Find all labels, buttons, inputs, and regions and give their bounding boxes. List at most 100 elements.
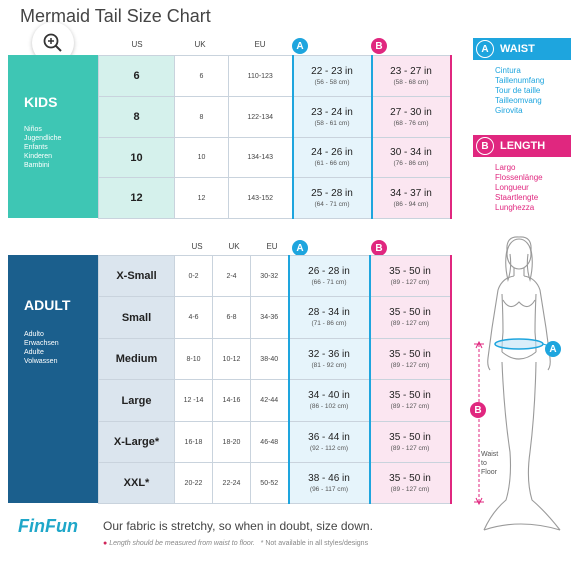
figure-waist-to-floor-note: Waist to Floor <box>481 451 499 476</box>
finfun-logo: FinFun <box>18 516 78 536</box>
adult-translation: Adulto <box>24 331 44 338</box>
table-row: Medium 8-10 10-12 38-40 32 - 36 in (81 - … <box>98 338 452 380</box>
kids-header-b-badge: B <box>371 38 387 54</box>
length-legend-badge: B <box>476 137 494 155</box>
waist-translation: Cintura <box>495 66 521 75</box>
adult-waist-cell: 36 - 44 in (92 - 112 cm) <box>287 421 371 463</box>
footer-measure-note: Length should be measured from waist to … <box>109 540 255 547</box>
kids-uk-size: 12 <box>174 177 229 219</box>
table-row: Small 4-6 6-8 34-36 28 - 34 in (71 - 86 c… <box>98 296 452 339</box>
adult-length-cell: 35 - 50 in (89 - 127 cm) <box>368 255 452 297</box>
bullet-icon: ● <box>103 540 108 547</box>
kids-eu-size: 122-134 <box>228 96 293 138</box>
kids-eu-size: 110-123 <box>228 55 293 97</box>
kids-waist-cell: 24 - 26 in (61 - 66 cm) <box>291 137 373 178</box>
kids-length-cell: 23 - 27 in (58 - 68 cm) <box>370 55 452 97</box>
length-cm: (68 - 76 cm) <box>393 119 429 127</box>
kids-translation: Kinderen <box>24 153 53 160</box>
table-row: X-Large* 16-18 18-20 46-48 36 - 44 in (92… <box>98 421 452 463</box>
adult-waist-cell: 34 - 40 in (86 - 102 cm) <box>287 379 371 422</box>
kids-uk-size: 8 <box>174 96 229 138</box>
waist-translations: Cintura Taillenumfang Tour de taille Tai… <box>495 66 544 116</box>
footer-availability-note: * Not available in all styles/designs <box>260 540 369 547</box>
length-inches: 23 - 27 in <box>390 65 432 77</box>
adult-length-cell: 35 - 50 in (89 - 127 cm) <box>368 379 452 422</box>
waist-legend-label: WAIST <box>500 43 535 55</box>
length-cm: (76 - 86 cm) <box>393 160 429 167</box>
length-inches: 35 - 50 in <box>389 431 431 443</box>
adult-us-size: 12 -14 <box>174 379 213 422</box>
length-legend-box: B LENGTH <box>473 135 571 157</box>
figure-length-marker: B <box>470 402 486 418</box>
adult-uk-size: 18-20 <box>212 421 251 463</box>
adult-length-cell: 35 - 50 in (89 - 127 cm) <box>368 462 452 504</box>
length-cm: (89 - 127 cm) <box>390 403 430 410</box>
length-cm: (86 - 94 cm) <box>393 200 429 208</box>
length-inches: 35 - 50 in <box>389 472 431 484</box>
adult-us-size: 20-22 <box>174 462 213 504</box>
adult-eu-size: 38-40 <box>250 338 289 380</box>
adult-header-b-badge: B <box>371 240 387 256</box>
kids-translations: Niños Jugendliche Enfants Kinderen Bambi… <box>24 125 61 170</box>
adult-size-name: X-Large* <box>98 421 175 463</box>
kids-translation: Jugendliche <box>24 135 62 142</box>
length-translation: Lunghezza <box>495 203 535 212</box>
adult-header-uk: UK <box>228 242 240 251</box>
adult-uk-size: 2-4 <box>212 255 251 297</box>
kids-waist-cell: 22 - 23 in (56 - 58 cm) <box>291 55 373 97</box>
waist-translation: Taillenumfang <box>495 76 545 85</box>
table-row: Large 12 -14 14-16 42-44 34 - 40 in (86 -… <box>98 379 452 422</box>
waist-inches: 36 - 44 in <box>308 431 350 443</box>
kids-translation: Niños <box>24 126 42 133</box>
adult-translations: Adulto Erwachsen Adulte Volwassen <box>24 330 59 366</box>
length-cm: (89 - 127 cm) <box>390 485 430 493</box>
adult-waist-cell: 38 - 46 in (96 - 117 cm) <box>287 462 371 504</box>
length-cm: (58 - 68 cm) <box>393 78 429 86</box>
length-legend-label: LENGTH <box>500 140 546 152</box>
kids-eu-size: 134-143 <box>228 137 293 178</box>
adult-translation: Erwachsen <box>24 340 59 347</box>
length-translations: Largo Flossenlänge Longueur Staartlengte… <box>495 163 543 213</box>
waist-legend-badge: A <box>476 40 494 58</box>
figure-waist-marker: A <box>545 341 561 357</box>
kids-waist-cell: 23 - 24 in (58 - 61 cm) <box>291 96 373 138</box>
length-translation: Largo <box>495 163 516 172</box>
waist-inches: 22 - 23 in <box>311 65 353 77</box>
waist-cm: (86 - 102 cm) <box>309 403 349 410</box>
kids-uk-size: 10 <box>174 137 229 178</box>
waist-cm: (92 - 112 cm) <box>309 444 349 452</box>
kids-section-title: KIDS <box>24 94 58 110</box>
adult-size-table: X-Small 0-2 2-4 30-32 26 - 28 in (66 - 71… <box>98 255 452 504</box>
table-row: 10 10 134-143 24 - 26 in (61 - 66 cm) 30 … <box>98 137 452 178</box>
adult-us-size: 0-2 <box>174 255 213 297</box>
adult-us-size: 16-18 <box>174 421 213 463</box>
kids-length-cell: 34 - 37 in (86 - 94 cm) <box>370 177 452 219</box>
adult-eu-size: 30-32 <box>250 255 289 297</box>
kids-us-size: 8 <box>98 96 175 138</box>
kids-length-cell: 30 - 34 in (76 - 86 cm) <box>370 137 452 178</box>
length-cm: (89 - 127 cm) <box>390 361 430 369</box>
table-row: 8 8 122-134 23 - 24 in (58 - 61 cm) 27 - … <box>98 96 452 138</box>
table-row: 6 6 110-123 22 - 23 in (56 - 58 cm) 23 - … <box>98 55 452 97</box>
waist-inches: 24 - 26 in <box>311 147 353 158</box>
adult-size-name: XXL* <box>98 462 175 504</box>
kids-length-cell: 27 - 30 in (68 - 76 cm) <box>370 96 452 138</box>
chart-title: Mermaid Tail Size Chart <box>20 6 211 26</box>
waist-inches: 34 - 40 in <box>308 390 350 401</box>
waist-cm: (61 - 66 cm) <box>314 160 350 167</box>
waist-cm: (66 - 71 cm) <box>311 278 347 286</box>
length-translation: Flossenlänge <box>495 173 543 182</box>
adult-size-name: X-Small <box>98 255 175 297</box>
length-cm: (89 - 127 cm) <box>390 444 430 452</box>
adult-header-eu: EU <box>266 242 278 251</box>
adult-waist-cell: 26 - 28 in (66 - 71 cm) <box>287 255 371 297</box>
adult-length-cell: 35 - 50 in (89 - 127 cm) <box>368 296 452 339</box>
kids-us-size: 12 <box>98 177 175 219</box>
adult-eu-size: 46-48 <box>250 421 289 463</box>
length-inches: 34 - 37 in <box>390 187 432 199</box>
waist-cm: (81 - 92 cm) <box>311 361 347 369</box>
adult-uk-size: 10-12 <box>212 338 251 380</box>
length-inches: 35 - 50 in <box>389 390 431 401</box>
adult-waist-cell: 32 - 36 in (81 - 92 cm) <box>287 338 371 380</box>
adult-eu-size: 42-44 <box>250 379 289 422</box>
